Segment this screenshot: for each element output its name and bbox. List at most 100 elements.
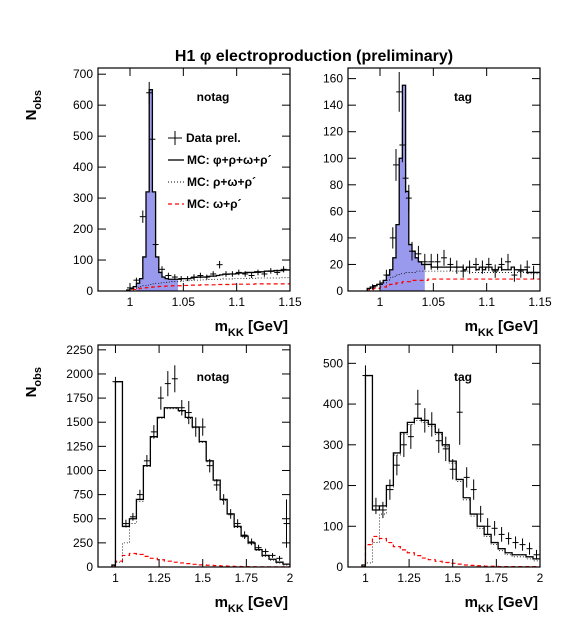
data-point: [466, 260, 473, 274]
data-point: [396, 71, 403, 112]
legend-label: Data prel.: [186, 131, 241, 145]
legend-label: MC: φ+ρ+ω+ρ´: [187, 153, 272, 167]
data-point: [255, 269, 261, 276]
data-point: [477, 505, 484, 523]
data-point: [150, 425, 157, 439]
panel-frame: [347, 67, 541, 292]
data-point: [262, 548, 269, 555]
data-point: [526, 542, 533, 555]
data-point: [191, 274, 197, 280]
data-point: [184, 276, 191, 282]
x-axis-label-unit: [GeV]: [244, 318, 288, 335]
x-tick-label: 1: [377, 295, 384, 309]
data-point: [227, 509, 234, 519]
panel-3: 0 250 500 750 1000 1250 1500 1750 2000 2250 1 1.25 1…: [23, 343, 294, 615]
data-point: [447, 257, 454, 272]
data-point: [383, 269, 390, 281]
x-tick-label: 1.5: [194, 571, 211, 585]
y-axis-label-main: N: [23, 387, 40, 398]
y-tick-label: 600: [73, 98, 93, 112]
data-point: [136, 489, 143, 500]
y-tick-label: 400: [73, 160, 93, 174]
data-point: [533, 549, 540, 560]
panel-frame: [97, 344, 291, 568]
data-point: [428, 412, 435, 437]
data-point: [407, 424, 414, 449]
y-tick-label: 100: [73, 253, 93, 267]
data-point: [415, 245, 422, 262]
mc-total-line: [361, 374, 540, 567]
data-point: [213, 479, 220, 491]
data-point: [517, 264, 524, 278]
data-point: [235, 269, 242, 276]
x-tick-label: 1.05: [172, 295, 196, 309]
y-tick-label: 100: [323, 151, 343, 165]
data-point: [178, 400, 185, 416]
data-point: [463, 467, 470, 488]
data-point: [505, 532, 512, 545]
data-point: [280, 266, 287, 273]
y-tick-label: 1250: [66, 439, 93, 453]
x-tick-label: 1.1: [478, 295, 495, 309]
y-tick-label: 400: [323, 397, 343, 411]
data-point: [379, 501, 386, 519]
x-axis-label-sub: KK: [228, 327, 244, 339]
x-tick-label: 1: [127, 295, 134, 309]
mc-rho-omega-rho-dotted: [361, 419, 540, 567]
data-point: [524, 260, 531, 274]
data-point: [203, 274, 210, 280]
data-point: [242, 271, 249, 277]
x-tick-label: 1.25: [147, 571, 171, 585]
x-axis-label: mKK [GeV]: [215, 318, 288, 339]
data-point: [393, 454, 400, 476]
data-point: [453, 260, 460, 274]
y-tick-label: 500: [73, 512, 93, 526]
y-tick-label: 0: [86, 560, 93, 574]
data-point: [460, 264, 467, 278]
data-point: [165, 272, 172, 279]
data-point: [405, 184, 412, 212]
panel-label: notag: [197, 370, 230, 384]
x-axis-label-sub: KK: [228, 603, 244, 615]
legend-entry: Data prel.: [168, 131, 241, 145]
data-point: [267, 268, 274, 274]
data-point: [216, 260, 223, 269]
mc-total-line: [366, 84, 540, 291]
data-point: [456, 379, 463, 445]
y-tick-label: 2250: [66, 343, 93, 357]
x-tick-label: 1.5: [444, 571, 461, 585]
data-point: [505, 253, 511, 270]
panel-frame: [347, 344, 541, 568]
x-axis-label-unit: [GeV]: [244, 594, 288, 611]
data-point: [449, 459, 456, 480]
y-tick-label: 200: [73, 222, 93, 236]
legend-label: MC: ρ+ω+ρ´: [187, 175, 256, 189]
y-tick-label: 100: [323, 519, 343, 533]
y-tick-label: 0: [336, 284, 343, 298]
y-tick-label: 750: [73, 488, 93, 502]
data-point: [442, 436, 449, 462]
y-tick-label: 160: [323, 72, 343, 86]
data-point: [133, 277, 140, 283]
data-point: [283, 499, 290, 548]
y-tick-label: 1500: [66, 415, 93, 429]
data-point: [400, 432, 407, 458]
data-point: [498, 527, 505, 542]
panel-label: notag: [197, 90, 230, 104]
y-tick-label: 0: [86, 284, 93, 298]
data-point: [220, 494, 227, 505]
data-point: [269, 553, 276, 558]
data-point: [139, 210, 146, 223]
data-point: [276, 555, 283, 561]
y-tick-label: 300: [73, 191, 93, 205]
y-tick-label: 140: [323, 98, 343, 112]
data-point: [511, 268, 518, 282]
y-tick-label: 700: [73, 67, 93, 81]
data-point: [492, 264, 499, 278]
y-tick-label: 120: [323, 125, 343, 139]
x-axis-label-sub: KK: [478, 603, 494, 615]
data-point: [435, 428, 442, 453]
y-tick-label: 0: [336, 560, 343, 574]
x-axis-label: mKK [GeV]: [465, 318, 538, 339]
